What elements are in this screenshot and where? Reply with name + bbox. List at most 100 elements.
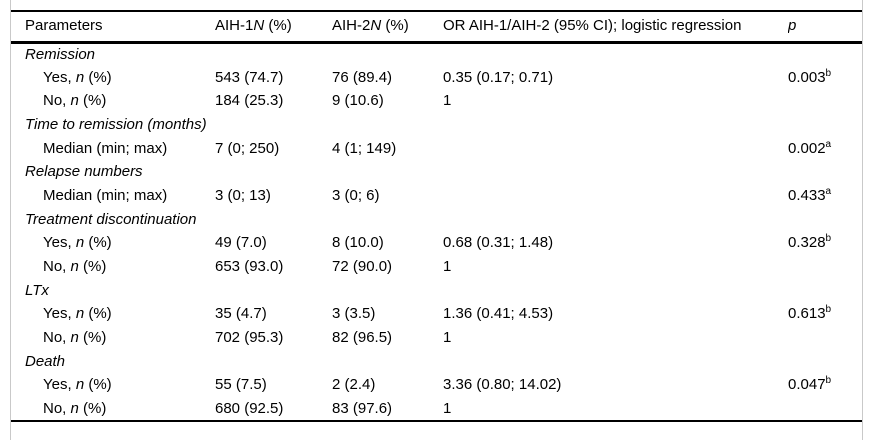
text-segment: Yes, bbox=[43, 234, 76, 252]
text-segment: (%) bbox=[381, 17, 409, 35]
cell-or bbox=[443, 137, 788, 161]
text-segment: Treatment discontinuation bbox=[25, 210, 197, 228]
cell-aih2: 3 (3.5) bbox=[332, 305, 376, 323]
text-segment: N bbox=[370, 17, 382, 35]
data-row: Yes, n (%) 543 (74.7) 76 (89.4) 0.35 (0.17;… bbox=[11, 66, 862, 90]
cell-or bbox=[443, 184, 788, 208]
column-header-aih1: AIH-1N (%) bbox=[215, 11, 332, 44]
column-header-or: OR AIH-1/AIH-2 (95% CI); logistic regres… bbox=[443, 11, 788, 44]
cell-section-label: Death bbox=[11, 350, 862, 374]
header-row: Parameters AIH-1N (%) AIH-2N (%) OR AIH-1/A… bbox=[11, 11, 862, 44]
cell-p-value: 0.002a bbox=[788, 137, 862, 161]
p-value-text: 0.433 bbox=[788, 186, 826, 204]
section-row: Remission bbox=[11, 42, 862, 66]
text-segment: n bbox=[75, 68, 85, 86]
cell-aih2: 4 (1; 149) bbox=[332, 139, 397, 157]
text-segment: n bbox=[70, 399, 79, 417]
cell-aih2: 2 (2.4) bbox=[332, 376, 376, 394]
data-row: Yes, n (%) 35 (4.7) 3 (3.5) 1.36 (0.41; 4.5… bbox=[11, 303, 862, 327]
cell-p-value: 0.003b bbox=[788, 66, 862, 90]
cell-aih1: 543 (74.7) bbox=[215, 68, 284, 86]
data-row: No, n (%) 702 (95.3) 82 (96.5) 1 bbox=[11, 326, 862, 350]
section-row: Time to remission (months) bbox=[11, 113, 862, 137]
cell-or: 3.36 (0.80; 14.02) bbox=[443, 376, 562, 394]
cell-aih2: 9 (10.6) bbox=[332, 92, 384, 110]
text-segment: Median (min; max) bbox=[43, 139, 168, 157]
cell-or: 1.36 (0.41; 4.53) bbox=[443, 305, 554, 323]
cell-or: 1 bbox=[443, 92, 452, 110]
cell-aih2: 72 (90.0) bbox=[332, 258, 393, 276]
cell-aih2: 3 (0; 6) bbox=[332, 186, 380, 204]
text-segment: (%) bbox=[78, 92, 107, 110]
table-body: Remission Yes, n (%) 543 (74.7) 76 (89.4) 0.… bbox=[11, 42, 862, 421]
cell-p-value: 0.433a bbox=[788, 184, 862, 208]
text-segment: AIH-1 bbox=[215, 17, 254, 35]
cell-aih2: 8 (10.0) bbox=[332, 234, 384, 252]
text-segment: No, bbox=[43, 258, 71, 276]
p-value-text: 0.002 bbox=[788, 139, 826, 157]
text-segment: (%) bbox=[84, 68, 112, 86]
p-superscript: b bbox=[825, 233, 832, 245]
p-superscript: b bbox=[825, 304, 832, 316]
cell-parameter: No, n (%) bbox=[11, 326, 215, 350]
cell-aih1: 55 (7.5) bbox=[215, 376, 267, 394]
cell-parameter: No, n (%) bbox=[11, 397, 215, 421]
cell-p-value bbox=[788, 89, 862, 113]
column-header-p: p bbox=[788, 11, 862, 44]
cell-p-value: 0.613b bbox=[788, 303, 862, 327]
cell-or: 1 bbox=[443, 258, 452, 276]
text-segment: No, bbox=[43, 399, 71, 417]
cell-parameter: Yes, n (%) bbox=[11, 66, 215, 90]
cell-or: 1 bbox=[443, 329, 452, 347]
text-segment: Median (min; max) bbox=[43, 186, 168, 204]
data-row: No, n (%) 680 (92.5) 83 (97.6) 1 bbox=[11, 397, 862, 421]
text-segment: Yes, bbox=[43, 305, 76, 323]
text-segment: (%) bbox=[78, 329, 107, 347]
section-row: Death bbox=[11, 350, 862, 374]
p-superscript: a bbox=[825, 138, 832, 150]
p-value-text: 0.328 bbox=[788, 234, 826, 252]
section-row: Relapse numbers bbox=[11, 160, 862, 184]
text-segment: Remission bbox=[25, 45, 96, 63]
text-segment: (%) bbox=[78, 258, 107, 276]
text-segment: (%) bbox=[84, 305, 112, 323]
cell-aih1: 7 (0; 250) bbox=[215, 139, 280, 157]
data-row: No, n (%) 653 (93.0) 72 (90.0) 1 bbox=[11, 255, 862, 279]
text-segment: AIH-2 bbox=[332, 17, 371, 35]
text-segment: (%) bbox=[84, 376, 112, 394]
text-segment: (%) bbox=[78, 399, 107, 417]
column-header-aih2: AIH-2N (%) bbox=[332, 11, 443, 44]
cell-parameter: Yes, n (%) bbox=[11, 232, 215, 256]
text-segment: Yes, bbox=[43, 68, 76, 86]
p-value-text: 0.003 bbox=[788, 68, 826, 86]
cell-parameter: Median (min; max) bbox=[11, 184, 215, 208]
cell-section-label: LTx bbox=[11, 279, 862, 303]
cell-aih1: 49 (7.0) bbox=[215, 234, 267, 252]
cell-section-label: Relapse numbers bbox=[11, 160, 862, 184]
text-segment: p bbox=[788, 17, 797, 35]
section-row: Treatment discontinuation bbox=[11, 208, 862, 232]
cell-p-value bbox=[788, 255, 862, 279]
text-segment: n bbox=[70, 258, 79, 276]
text-segment: Yes, bbox=[43, 376, 76, 394]
cell-parameter: Yes, n (%) bbox=[11, 303, 215, 327]
cell-aih1: 3 (0; 13) bbox=[215, 186, 271, 204]
cell-section-label: Time to remission (months) bbox=[11, 113, 862, 137]
cell-section-label: Remission bbox=[11, 42, 862, 66]
p-superscript: b bbox=[825, 375, 832, 387]
data-row: Median (min; max) 3 (0; 13) 3 (0; 6) 0.433a bbox=[11, 184, 862, 208]
cell-aih2: 76 (89.4) bbox=[332, 68, 393, 86]
cell-aih1: 702 (95.3) bbox=[215, 329, 284, 347]
p-value-text: 0.613 bbox=[788, 305, 826, 323]
data-row: Yes, n (%) 55 (7.5) 2 (2.4) 3.36 (0.80; 14.… bbox=[11, 374, 862, 398]
section-row: LTx bbox=[11, 279, 862, 303]
cell-aih2: 82 (96.5) bbox=[332, 329, 393, 347]
cell-parameter: Yes, n (%) bbox=[11, 374, 215, 398]
cell-or: 1 bbox=[443, 399, 452, 417]
data-row: Yes, n (%) 49 (7.0) 8 (10.0) 0.68 (0.31; 1.… bbox=[11, 232, 862, 256]
cell-p-value bbox=[788, 326, 862, 350]
text-segment: No, bbox=[43, 92, 71, 110]
cell-aih1: 680 (92.5) bbox=[215, 399, 284, 417]
text-segment: n bbox=[70, 92, 79, 110]
text-segment: n bbox=[75, 305, 85, 323]
